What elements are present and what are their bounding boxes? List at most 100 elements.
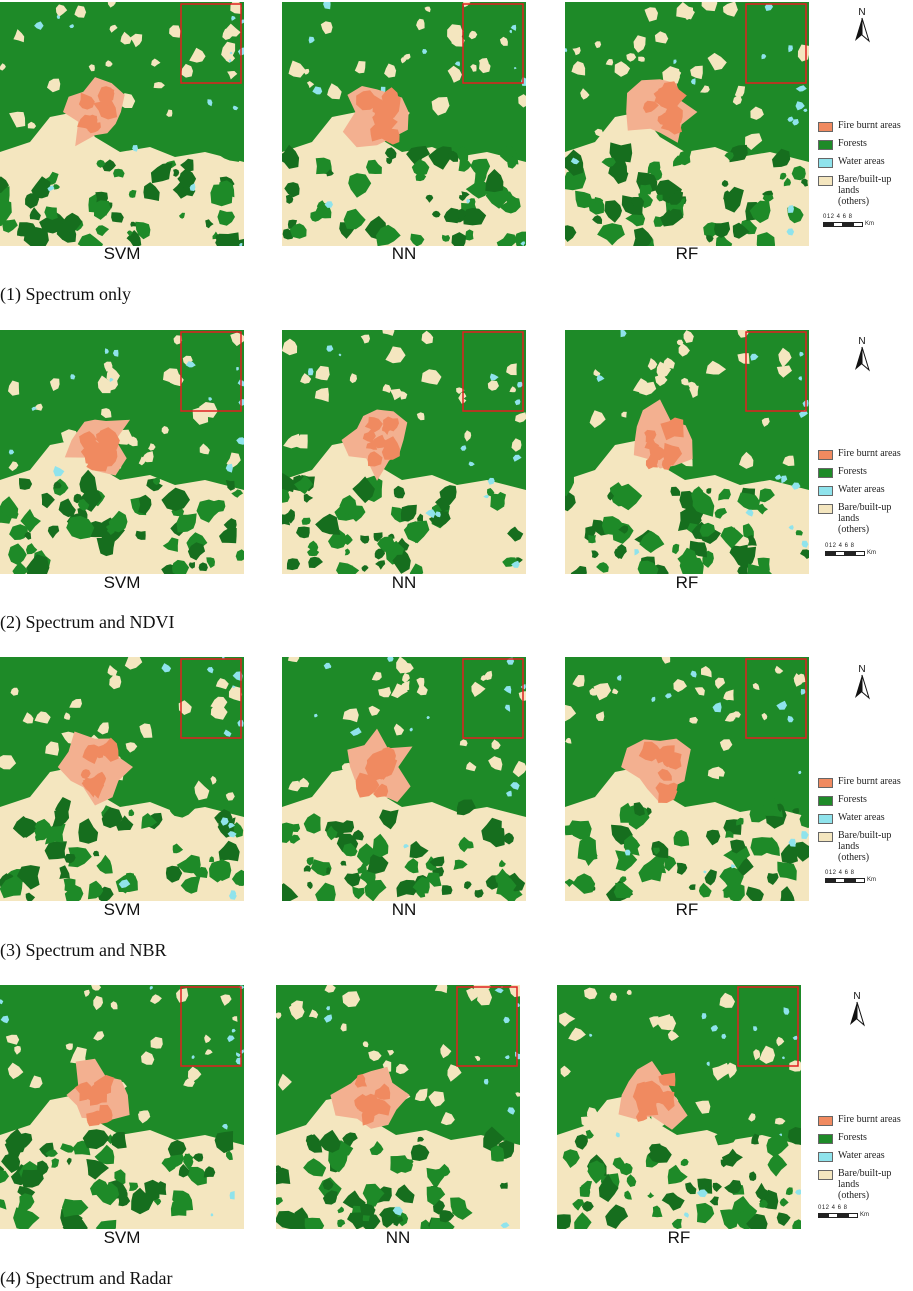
forest-patch bbox=[661, 1192, 685, 1211]
water-patch bbox=[8, 449, 15, 455]
bare-patch bbox=[61, 429, 80, 448]
forest-patch bbox=[141, 813, 158, 829]
forest-patch bbox=[787, 1127, 801, 1145]
legend-swatch bbox=[818, 796, 833, 806]
model-label-rf: RF bbox=[667, 1228, 691, 1247]
forest-patch bbox=[2, 219, 18, 233]
map-row1-svm bbox=[0, 2, 244, 246]
forest-patch bbox=[303, 813, 321, 834]
scale-segment bbox=[845, 877, 855, 883]
bare-patch bbox=[300, 373, 312, 384]
forest-patch bbox=[344, 872, 361, 887]
burnt-area bbox=[101, 742, 113, 753]
forest-patch bbox=[667, 190, 684, 205]
legend-label: Bare/built-up lands (others) bbox=[838, 174, 892, 207]
bare-patch bbox=[559, 1012, 576, 1027]
water-patch bbox=[514, 67, 517, 70]
forest-patch bbox=[395, 1184, 415, 1204]
north-arrow-right-half bbox=[861, 346, 870, 372]
bare-patch bbox=[27, 121, 37, 129]
forest-patch bbox=[226, 1150, 233, 1161]
forest-patch bbox=[150, 162, 173, 184]
forest-patch bbox=[95, 1219, 117, 1229]
bare-patch bbox=[695, 1100, 711, 1114]
forest-patch bbox=[322, 1179, 334, 1191]
forest-patch bbox=[456, 799, 476, 816]
forest-patch bbox=[9, 524, 28, 540]
forest-patch bbox=[303, 493, 314, 503]
forest-patch bbox=[704, 869, 717, 886]
model-label-svm: SVM bbox=[103, 573, 141, 592]
water-patch bbox=[494, 988, 504, 994]
forest-patch bbox=[55, 797, 71, 816]
bare-patch bbox=[288, 780, 301, 792]
bare-patch bbox=[91, 985, 102, 991]
water-patch bbox=[503, 1016, 510, 1024]
burnt-area bbox=[657, 745, 675, 763]
forest-patch bbox=[276, 1167, 291, 1185]
forest-patch bbox=[284, 182, 300, 198]
burnt-area bbox=[381, 87, 399, 108]
bare-patch bbox=[194, 780, 210, 801]
forest-patch bbox=[729, 144, 748, 163]
highlight-box bbox=[745, 658, 807, 739]
forest-patch bbox=[0, 876, 23, 899]
forest-patch bbox=[680, 1158, 689, 1167]
forest-patch bbox=[64, 853, 76, 864]
forest-patch bbox=[63, 878, 77, 893]
bare-patch bbox=[798, 673, 806, 683]
water-patch bbox=[228, 58, 231, 63]
forest-patch bbox=[390, 1155, 410, 1174]
bare-patch bbox=[148, 443, 156, 451]
legend-item: Bare/built-up lands (others) bbox=[818, 830, 913, 863]
burnt-area bbox=[381, 436, 400, 460]
burnt-area bbox=[97, 427, 120, 453]
bare-patch bbox=[506, 363, 517, 376]
legend-item: Water areas bbox=[818, 1150, 913, 1162]
row-caption: (2) Spectrum and NDVI bbox=[0, 612, 175, 632]
water-patch bbox=[118, 879, 131, 889]
forest-patch bbox=[372, 833, 389, 858]
water-patch bbox=[392, 1206, 403, 1216]
bare-patch bbox=[283, 433, 301, 449]
bare-patch bbox=[676, 2, 695, 20]
bare-patch bbox=[512, 760, 526, 778]
forest-patch bbox=[609, 482, 630, 507]
legend-item: Fire burnt areas bbox=[818, 448, 913, 460]
forest-patch bbox=[184, 516, 192, 523]
forest-patch bbox=[609, 142, 633, 163]
forest-patch bbox=[87, 521, 108, 538]
forest-patch bbox=[570, 565, 587, 574]
forest-patch bbox=[714, 1124, 738, 1146]
north-arrow-right-half bbox=[861, 674, 870, 700]
scale-segment bbox=[835, 550, 845, 556]
forest-patch bbox=[588, 534, 596, 544]
bare-patch bbox=[705, 360, 727, 375]
map-row2-rf bbox=[565, 330, 809, 574]
bare-patch bbox=[173, 335, 183, 345]
model-label-nn: NN bbox=[391, 900, 417, 919]
bare-patch bbox=[320, 21, 333, 35]
bare-patch bbox=[447, 1064, 462, 1082]
water-patch bbox=[788, 45, 793, 53]
water-patch bbox=[56, 15, 61, 20]
forest-patch bbox=[337, 1206, 345, 1214]
bare-patch bbox=[390, 683, 408, 699]
north-arrow-left-half bbox=[855, 347, 862, 370]
bare-patch bbox=[451, 33, 465, 47]
forest-patch bbox=[315, 157, 333, 175]
bare-patch bbox=[183, 1078, 195, 1087]
water-patch bbox=[615, 1132, 620, 1138]
forest-patch bbox=[307, 540, 319, 552]
water-patch bbox=[786, 228, 795, 236]
bare-patch bbox=[93, 1031, 105, 1041]
bare-patch bbox=[349, 373, 357, 384]
water-patch bbox=[308, 36, 315, 44]
water-patch bbox=[232, 105, 239, 111]
forest-patch bbox=[206, 557, 215, 569]
highlight-box bbox=[745, 331, 807, 412]
forest-patch bbox=[25, 892, 36, 901]
bare-patch bbox=[468, 30, 478, 40]
forest-patch bbox=[762, 194, 774, 202]
water-patch bbox=[227, 1035, 235, 1043]
